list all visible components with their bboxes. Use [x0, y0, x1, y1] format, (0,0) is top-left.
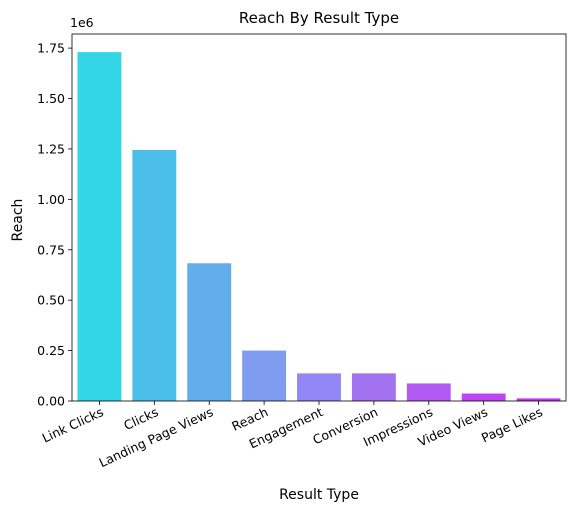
y-tick-label: 1.75: [37, 41, 65, 56]
x-axis-title: Result Type: [279, 487, 359, 503]
chart-title: Reach By Result Type: [239, 9, 399, 27]
bar-video-views: [462, 394, 506, 401]
bar-impressions: [407, 383, 451, 401]
bar-reach: [242, 351, 286, 401]
bars-group: [77, 52, 560, 401]
x-tick-label: Link Clicks: [40, 404, 106, 445]
y-tick-label: 1.00: [37, 192, 65, 207]
bar-landing-page-views: [187, 263, 231, 401]
y-tick-label: 0.25: [37, 343, 65, 358]
bar-clicks: [132, 150, 176, 401]
y-axis-title: Reach: [10, 199, 26, 242]
y-tick-label: 1.50: [37, 91, 65, 106]
x-tick-label: Page Likes: [479, 404, 545, 445]
y-tick-label: 0.50: [37, 293, 65, 308]
y-tick-label: 1.25: [37, 141, 65, 156]
bar-engagement: [297, 373, 341, 401]
y-tick-label: 0.75: [37, 242, 65, 257]
y-offset-label: 1e6: [70, 15, 94, 30]
bar-conversion: [352, 373, 396, 401]
y-tick-label: 0.00: [37, 394, 65, 409]
bar-link-clicks: [77, 52, 121, 401]
